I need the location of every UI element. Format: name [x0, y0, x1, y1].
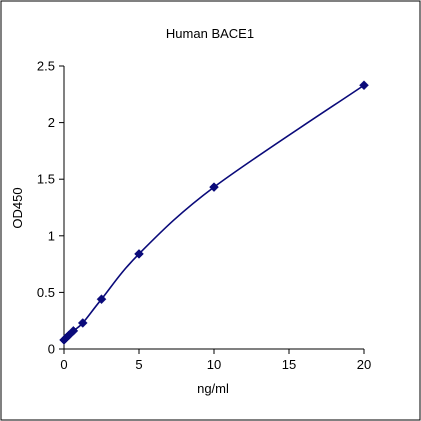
x-tick-label: 15 [282, 357, 296, 372]
x-axis: 0 5 10 15 20 [60, 348, 371, 372]
x-tick-label: 20 [357, 357, 371, 372]
y-tick-label: 1.5 [37, 172, 55, 187]
x-tick-label: 0 [60, 357, 67, 372]
x-tick-label: 5 [135, 357, 142, 372]
y-tick-label: 1 [48, 228, 55, 243]
y-axis-label: OD450 [10, 187, 25, 228]
x-tick-label: 10 [207, 357, 221, 372]
y-tick-label: 0 [48, 342, 55, 357]
y-axis: 0 0.5 1 1.5 2 2.5 [37, 59, 65, 357]
y-tick-label: 0.5 [37, 285, 55, 300]
data-point [96, 294, 107, 305]
y-tick-label: 2.5 [37, 59, 55, 74]
x-axis-label: ng/ml [197, 381, 229, 396]
y-tick-label: 2 [48, 115, 55, 130]
series-points [59, 80, 369, 345]
data-point [77, 318, 88, 328]
data-point [359, 80, 369, 91]
data-point [68, 326, 79, 336]
data-point [134, 249, 144, 259]
data-point [209, 182, 219, 192]
chart-title: Human BACE1 [166, 26, 254, 41]
